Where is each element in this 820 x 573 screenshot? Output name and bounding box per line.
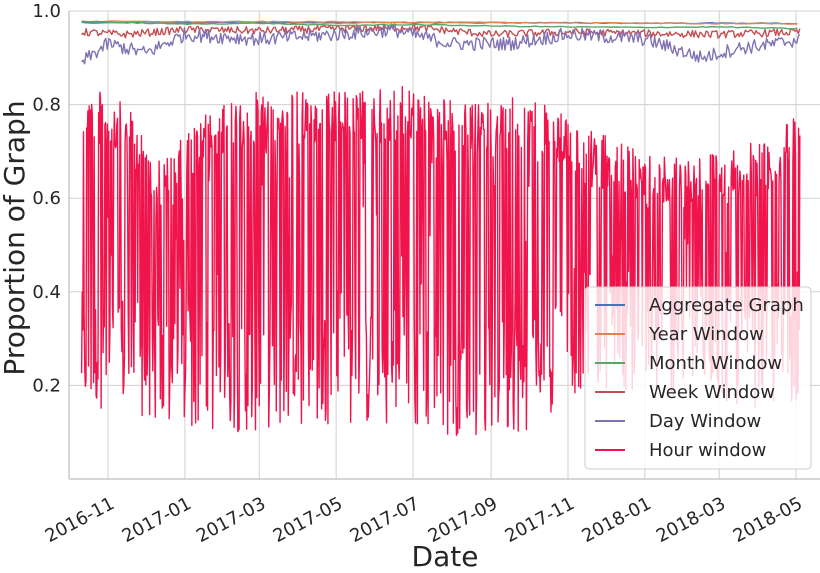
legend-label: Hour window: [649, 440, 766, 461]
legend: Aggregate Graph Year Window Month Window We…: [584, 286, 812, 470]
series-line-day-window: [81, 23, 801, 65]
x-tick-label: 2017-03: [193, 493, 269, 547]
x-tick-label: 2017-05: [270, 493, 346, 547]
x-tick-label: 2018-01: [579, 493, 655, 547]
x-tick-label: 2016-11: [42, 493, 118, 547]
series-line-month-window: [81, 20, 798, 30]
x-tick-label: 2018-05: [730, 493, 806, 547]
series-line-year-window: [81, 20, 798, 25]
x-tick-label: 2017-11: [502, 493, 578, 547]
y-tick-label: 0.8: [32, 95, 61, 116]
x-axis-title: Date: [412, 540, 479, 573]
x-tick-label: 2018-03: [653, 493, 729, 547]
series-line-week-window: [81, 23, 801, 39]
x-tick-label: 2017-09: [425, 493, 501, 547]
legend-label: Year Window: [648, 324, 764, 345]
y-tick-label: 0.4: [32, 282, 61, 303]
legend-label: Day Window: [649, 411, 761, 432]
y-axis-title: Proportion of Graph: [0, 100, 31, 375]
legend-label: Aggregate Graph: [649, 295, 804, 316]
series-layer: [80, 20, 801, 437]
legend-label: Week Window: [649, 382, 775, 403]
legend-label: Month Window: [649, 353, 782, 374]
x-tick-label: 2017-01: [119, 493, 195, 547]
y-tick-label: 1.0: [32, 1, 61, 22]
legend-box: [584, 286, 812, 470]
series-line-hour-window: [80, 85, 801, 437]
y-tick-label: 0.6: [32, 188, 61, 209]
x-tick-label: 2017-07: [347, 493, 423, 547]
y-tick-label: 0.2: [32, 375, 61, 396]
axes-spines: [68, 11, 820, 480]
